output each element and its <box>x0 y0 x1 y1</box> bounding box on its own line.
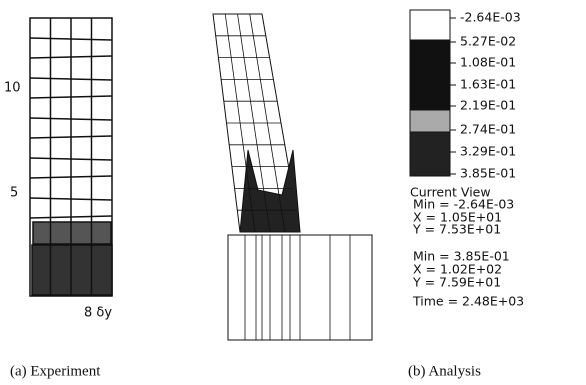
info-text: Y = 7.59E+01 <box>412 275 501 290</box>
mesh-lines <box>216 14 350 340</box>
height-label: 10 <box>4 81 21 96</box>
legend-label: 2.74E-01 <box>460 122 516 137</box>
legend-band <box>410 110 450 132</box>
analysis-mesh <box>213 14 372 340</box>
legend-label: 1.63E-01 <box>460 77 516 92</box>
figure: 10 5 8 δy -2.64E-03 5.27E-02 1.08E-01 1.63E… <box>0 0 586 385</box>
damage-contour <box>240 150 300 232</box>
grid-line <box>30 78 112 80</box>
height-label: 5 <box>10 186 18 201</box>
legend-label: 5.27E-02 <box>460 34 516 49</box>
experiment-specimen <box>30 18 112 296</box>
grid-line <box>30 118 112 120</box>
caption: (a) Experiment <box>10 363 101 379</box>
drift-label: 8 δy <box>84 306 112 321</box>
info-text: Y = 7.53E+01 <box>412 222 501 237</box>
info-text: Time = 2.48E+03 <box>412 294 524 309</box>
damaged-zone <box>32 245 112 295</box>
grid-line <box>30 198 112 200</box>
legend-band <box>410 10 450 40</box>
legend-labels: -2.64E-03 5.27E-02 1.08E-01 1.63E-01 2.19E-0… <box>450 10 521 181</box>
grid-line <box>30 38 112 40</box>
contour-legend <box>410 10 450 176</box>
caption: (b) Analysis <box>408 363 481 379</box>
legend-label: 2.19E-01 <box>460 98 516 113</box>
legend-band <box>410 132 450 176</box>
legend-label: 1.08E-01 <box>460 55 516 70</box>
grid-line <box>30 56 112 58</box>
legend-band <box>410 40 450 110</box>
hatched-zone <box>33 222 111 244</box>
grid-line <box>30 96 112 98</box>
legend-label: 3.85E-01 <box>460 166 516 181</box>
legend-label: -2.64E-03 <box>460 10 521 25</box>
grid-line <box>30 176 112 178</box>
legend-label: 3.29E-01 <box>460 144 516 159</box>
grid-line <box>30 216 112 218</box>
grid-line <box>30 136 112 138</box>
grid-line <box>30 158 112 160</box>
